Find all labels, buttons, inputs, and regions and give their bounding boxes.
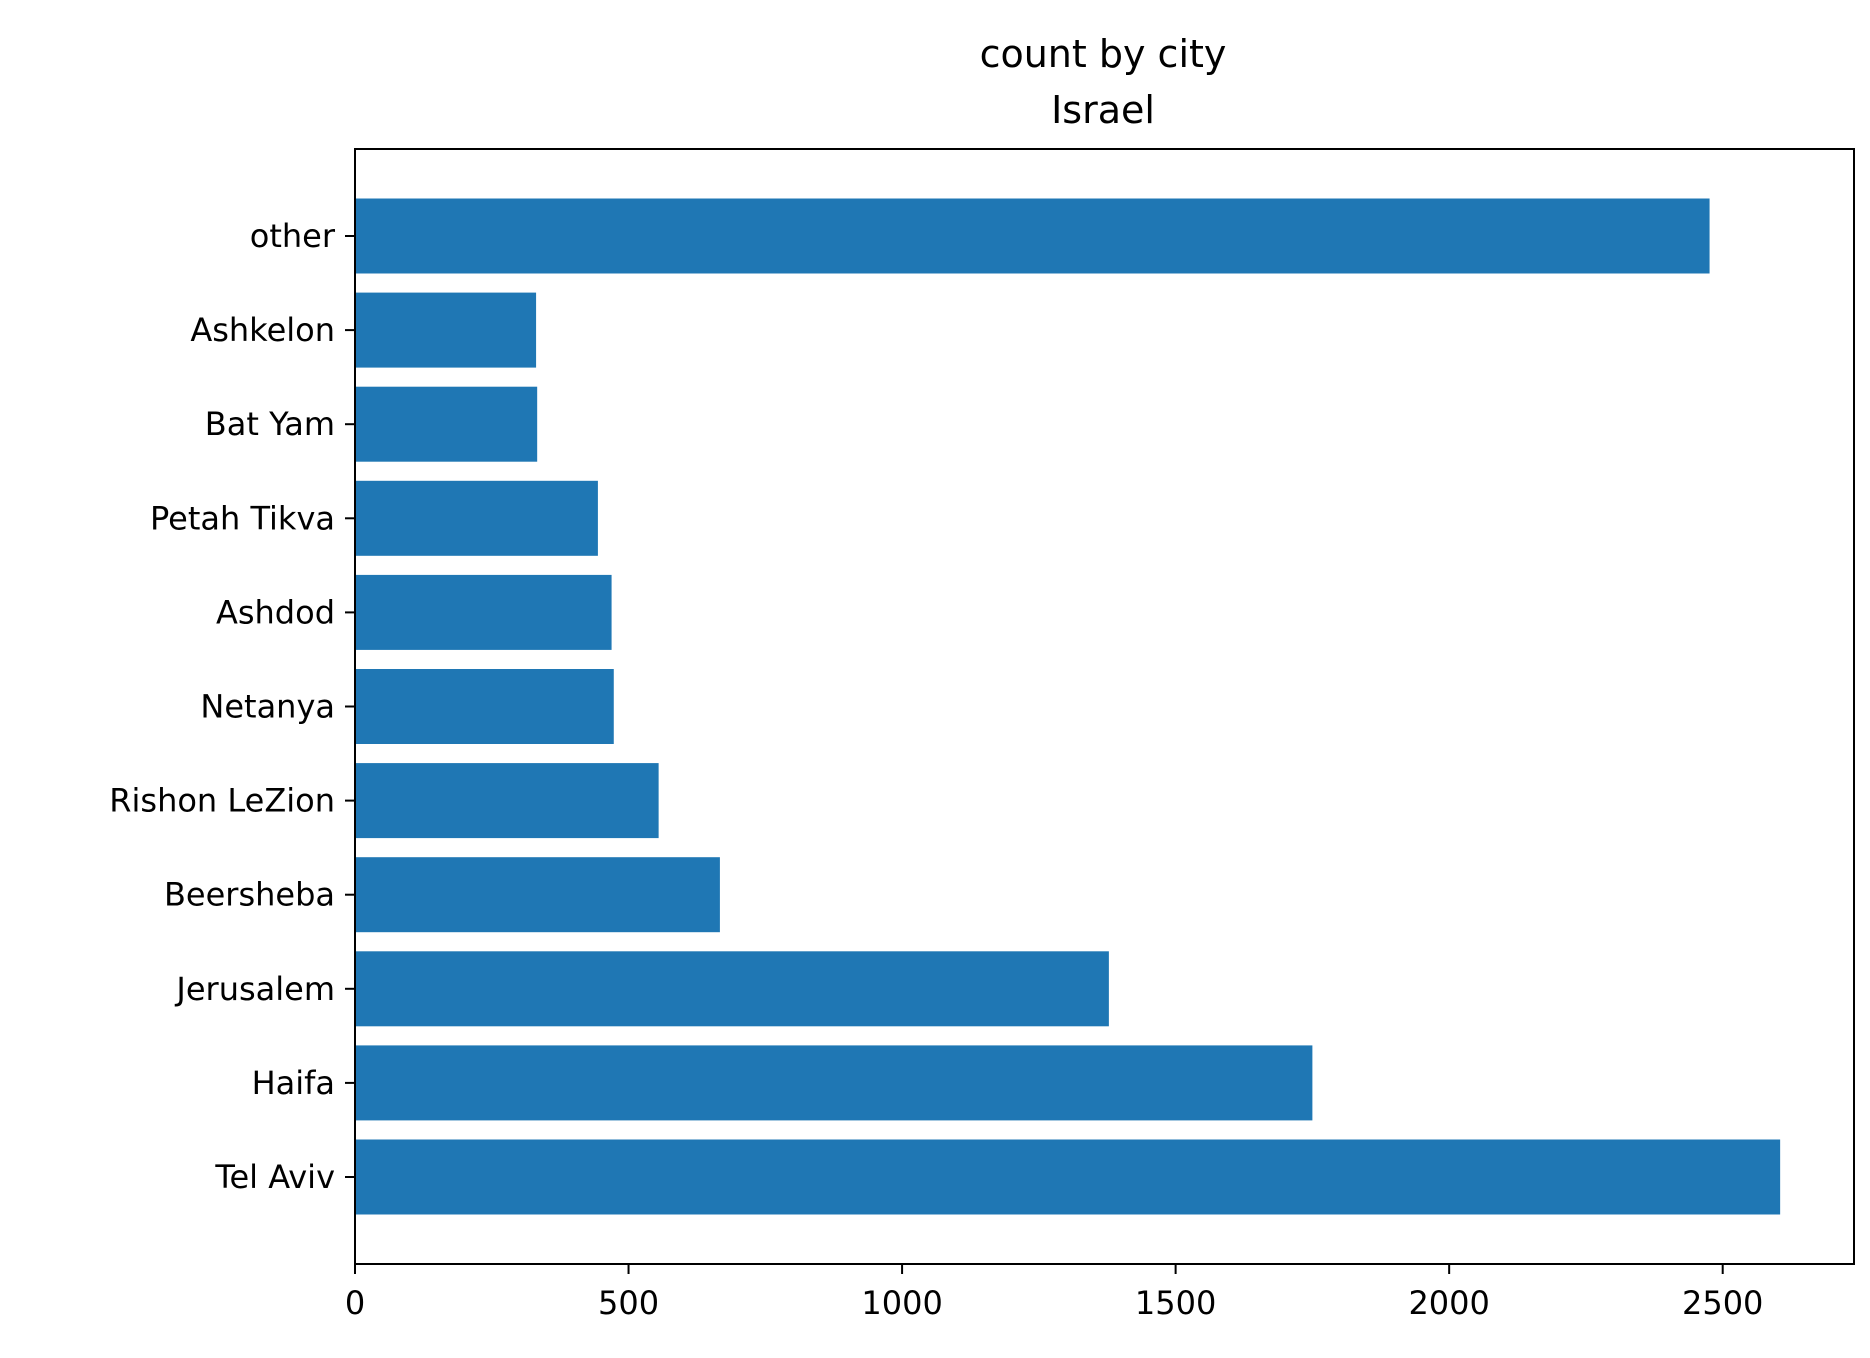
y-tick-label-rishon-lezion: Rishon LeZion	[109, 782, 335, 820]
x-tick-label-2500: 2500	[1682, 1284, 1763, 1322]
bar-tel-aviv	[355, 1139, 1781, 1215]
y-tick-label-tel-aviv: Tel Aviv	[214, 1158, 335, 1196]
y-tick-label-beersheba: Beersheba	[164, 876, 335, 914]
y-axis: Tel Aviv Haifa Jerusalem Beersheba Rishon Le…	[109, 217, 355, 1196]
bar-ashdod	[355, 574, 612, 650]
bars-group	[355, 198, 1781, 1215]
bar-netanya	[355, 669, 614, 744]
bar-haifa	[355, 1045, 1313, 1121]
chart-title-line-2: Israel	[1051, 88, 1155, 132]
bar-bat-yam	[355, 386, 538, 462]
bar-other	[355, 198, 1710, 274]
y-tick-label-jerusalem: Jerusalem	[174, 970, 335, 1008]
x-tick-label-1500: 1500	[1135, 1284, 1216, 1322]
y-tick-label-ashkelon: Ashkelon	[190, 311, 335, 349]
x-axis: 0 500 1000 1500 2000 2500	[345, 1264, 1763, 1322]
y-tick-label-bat-yam: Bat Yam	[205, 405, 335, 443]
chart-title-line-1: count by city	[980, 32, 1227, 76]
y-tick-label-haifa: Haifa	[252, 1064, 335, 1102]
bar-rishon-lezion	[355, 763, 659, 839]
x-tick-label-1000: 1000	[861, 1284, 942, 1322]
y-tick-label-ashdod: Ashdod	[216, 593, 335, 631]
y-tick-label-petah-tikva: Petah Tikva	[150, 499, 335, 537]
x-tick-label-500: 500	[598, 1284, 659, 1322]
bar-jerusalem	[355, 951, 1109, 1027]
bar-petah-tikva	[355, 480, 598, 556]
x-tick-label-2000: 2000	[1408, 1284, 1489, 1322]
y-tick-label-netanya: Netanya	[200, 688, 335, 726]
bar-beersheba	[355, 857, 720, 933]
bar-ashkelon	[355, 292, 537, 368]
x-tick-label-0: 0	[345, 1284, 365, 1322]
plot-frame	[354, 148, 1855, 1265]
y-tick-label-other: other	[250, 217, 336, 255]
